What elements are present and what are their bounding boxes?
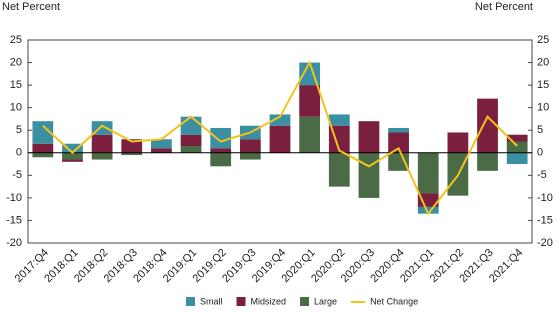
y-tick-label: 10 xyxy=(10,102,22,114)
bar xyxy=(299,116,321,153)
bar xyxy=(151,139,172,149)
bar xyxy=(358,121,380,153)
bar xyxy=(506,152,528,165)
line xyxy=(42,60,518,216)
bar xyxy=(62,159,83,162)
y-tick-label: 20 xyxy=(10,56,22,68)
legend-swatch xyxy=(186,297,195,306)
y-tick-label: 25 xyxy=(10,34,22,46)
y2-tick-label: -20 xyxy=(537,237,553,249)
y2-tick-label: 15 xyxy=(537,79,549,91)
bar xyxy=(239,152,261,160)
y-tick-label: -10 xyxy=(6,192,22,204)
y-tick-label: -15 xyxy=(6,214,22,226)
bar xyxy=(506,134,528,142)
bar xyxy=(388,127,409,133)
bar xyxy=(91,134,113,153)
y-tick-label: -20 xyxy=(6,237,22,249)
bar xyxy=(91,152,113,160)
legend-swatch xyxy=(300,297,310,306)
y-axis-label: Net Percent xyxy=(2,1,60,13)
legend-label: Midsized xyxy=(251,296,287,306)
y2-tick-label: 5 xyxy=(537,124,543,136)
bar xyxy=(417,206,439,214)
y2-tick-label: -5 xyxy=(537,169,547,181)
plot-frame xyxy=(27,39,533,244)
y2-tick-label: -15 xyxy=(537,214,553,226)
y2-tick-label: 0 xyxy=(537,147,543,159)
bar xyxy=(477,98,498,153)
y-tick-label: -5 xyxy=(12,169,22,181)
bar xyxy=(328,152,350,187)
y2-tick-label: 20 xyxy=(537,56,549,68)
bar xyxy=(388,152,409,171)
legend-label: Net Change xyxy=(370,296,418,306)
y2-tick-label: 10 xyxy=(537,102,549,114)
bar xyxy=(210,148,232,153)
y-tick-label: 5 xyxy=(16,124,22,136)
bar xyxy=(328,114,350,126)
legend-label: Small xyxy=(200,296,223,306)
bar xyxy=(417,152,439,194)
bar xyxy=(32,121,54,144)
legend-swatch xyxy=(236,297,246,306)
bar xyxy=(32,143,54,153)
bar xyxy=(62,143,83,153)
y2-tick-label: 25 xyxy=(537,34,549,46)
y-tick-label: 15 xyxy=(10,79,22,91)
legend-label: Large xyxy=(314,296,337,306)
bar xyxy=(210,127,232,149)
bar xyxy=(32,152,54,158)
bar xyxy=(62,152,83,160)
bar xyxy=(358,152,380,198)
bar xyxy=(239,139,261,153)
bar xyxy=(506,141,528,153)
bar xyxy=(299,85,321,117)
bar xyxy=(180,146,202,153)
bar xyxy=(151,148,172,153)
y2-axis-label: Net Percent xyxy=(475,1,533,13)
bar xyxy=(121,139,143,153)
bar xyxy=(477,152,498,171)
bar xyxy=(388,132,409,153)
bar xyxy=(269,114,291,126)
bar xyxy=(180,134,202,147)
y2-tick-label: -10 xyxy=(537,192,553,204)
bar xyxy=(180,116,202,135)
bar xyxy=(210,152,232,167)
bar xyxy=(447,132,469,153)
y-tick-label: 0 xyxy=(16,147,22,159)
bar xyxy=(121,152,143,156)
bar xyxy=(269,125,291,153)
